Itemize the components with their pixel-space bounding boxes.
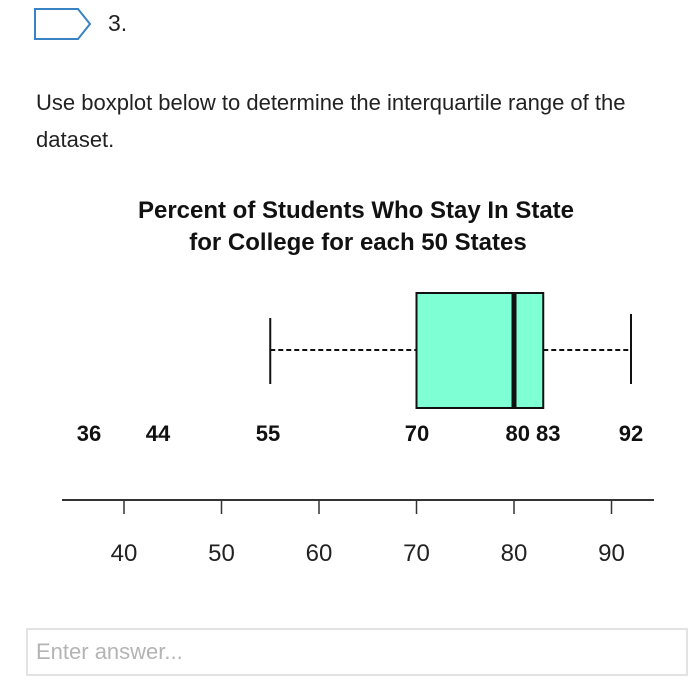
chart-title-line-1: Percent of Students Who Stay In State [138,197,574,224]
value-label: 44 [146,421,171,446]
chart-title-line-2: for College for each 50 States [189,229,526,256]
number-line-axis: 40 50 60 70 80 90 [62,499,654,567]
axis-tick-label: 50 [208,540,235,567]
value-label: 70 [405,421,429,446]
value-label: 92 [619,421,643,446]
value-label: 36 [77,421,101,446]
question-number-flag [34,8,92,40]
iqr-box [415,292,545,409]
value-label: 55 [256,421,280,446]
axis-tick-label: 40 [111,540,138,567]
question-number: 3. [108,10,128,36]
axis-tick-label: 90 [598,540,625,567]
value-labels: 36 44 55 70 80 83 92 [77,421,643,446]
value-label: 80 83 [505,421,560,446]
boxplot-marks [269,292,632,409]
axis-tick-label: 70 [403,540,430,567]
flag-icon [34,8,92,40]
axis-tick-label: 80 [501,540,528,567]
question-prompt: Use boxplot below to determine the inter… [36,90,626,152]
boxplot-chart: Percent of Students Who Stay In State fo… [62,197,654,567]
answer-input[interactable] [26,628,688,676]
axis-tick-label: 60 [306,540,333,567]
